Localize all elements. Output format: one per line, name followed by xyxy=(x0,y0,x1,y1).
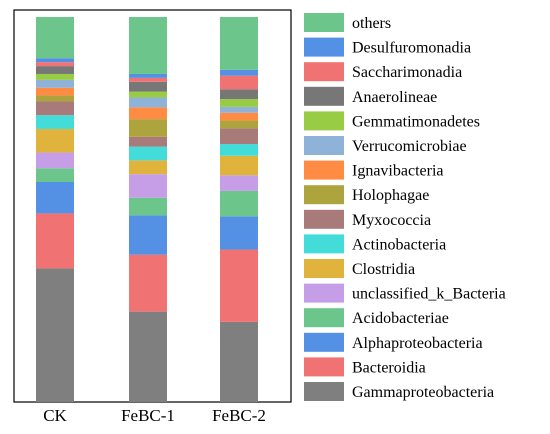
bar-segment-ck-clostridia xyxy=(36,128,74,153)
bar-segment-febc-1-holophagae xyxy=(129,119,167,137)
legend-swatch xyxy=(304,357,344,377)
legend-swatch xyxy=(304,111,344,131)
x-tick-label: FeBC-2 xyxy=(212,406,266,425)
bar-segment-febc-1-bacteroidia xyxy=(129,254,167,312)
legend-label: Saccharimonadia xyxy=(352,64,462,81)
legend-swatch xyxy=(304,234,344,254)
bar-segment-ck-saccharimonadia xyxy=(36,62,74,67)
bar-segment-febc-2-holophagae xyxy=(220,120,258,129)
bar-segment-febc-1-anaerolineae xyxy=(129,81,167,92)
bar-segment-ck-desulfuromonadia xyxy=(36,58,74,63)
legend-swatch xyxy=(304,37,344,57)
legend-swatch xyxy=(304,283,344,303)
legend-label: Verrucomicrobiae xyxy=(352,138,467,155)
bar-segment-febc-1-alphaproteobacteria xyxy=(129,215,167,255)
bar-segment-febc-2-acidobacteriae xyxy=(220,190,258,217)
legend-label: Clostridia xyxy=(352,261,415,278)
bar-segment-febc-1-acidobacteriae xyxy=(129,197,167,216)
bar-segment-ck-verrucomicrobiae xyxy=(36,79,74,88)
bar-segment-febc-2-gemmatimonadetes xyxy=(220,99,258,107)
bar-segment-febc-2-actinobacteria xyxy=(220,144,258,156)
x-tick-label: FeBC-1 xyxy=(121,406,175,425)
bar-segment-febc-1-verrucomicrobiae xyxy=(129,97,167,108)
legend-label: Myxococcia xyxy=(352,212,431,229)
bar-segment-febc-2-saccharimonadia xyxy=(220,75,258,90)
legend-label: Holophagae xyxy=(352,187,429,204)
bar-segment-ck-others xyxy=(36,17,74,59)
legend-swatch xyxy=(304,185,344,205)
bar-segment-febc-2-desulfuromonadia xyxy=(220,69,258,76)
bar-segment-febc-2-anaerolineae xyxy=(220,89,258,100)
legend-label: unclassified_k_Bacteria xyxy=(352,286,506,303)
legend-label: Bacteroidia xyxy=(352,359,426,376)
bar-segment-ck-alphaproteobacteria xyxy=(36,182,74,214)
legend-swatch xyxy=(304,259,344,278)
legend: others Desulfuromonadia Saccharimonadia Ana… xyxy=(304,13,506,401)
x-tick-label: CK xyxy=(43,406,67,425)
bar-segment-febc-1-clostridia xyxy=(129,160,167,175)
x-axis-ticks: CK FeBC-1 FeBC-2 xyxy=(43,406,266,425)
legend-swatch xyxy=(304,136,344,155)
bar-segment-febc-1-ignavibacteria xyxy=(129,107,167,120)
bar-stacks xyxy=(36,17,258,402)
bar-segment-ck-ignavibacteria xyxy=(36,87,74,96)
bar-segment-ck-anaerolineae xyxy=(36,66,74,74)
bar-segment-febc-1-unclassified-k-bacteria xyxy=(129,174,167,198)
legend-swatch xyxy=(304,332,344,352)
legend-label: Alphaproteobacteria xyxy=(352,335,483,352)
legend-label: others xyxy=(352,15,391,32)
legend-swatch xyxy=(304,308,344,328)
bar-segment-febc-2-clostridia xyxy=(220,155,258,176)
legend-label: Ignavibacteria xyxy=(352,163,444,180)
bar-segment-ck-unclassified-k-bacteria xyxy=(36,152,74,169)
legend-label: Actinobacteria xyxy=(352,236,446,253)
bar-segment-febc-1-myxococcia xyxy=(129,136,167,147)
legend-swatch xyxy=(304,86,344,106)
bar-segment-febc-1-others xyxy=(129,17,167,74)
bar-segment-febc-1-gammaproteobacteria xyxy=(129,311,167,402)
bar-segment-ck-myxococcia xyxy=(36,101,74,116)
bar-segment-febc-2-bacteroidia xyxy=(220,249,258,322)
bar-segment-febc-1-gemmatimonadetes xyxy=(129,91,167,98)
bar-segment-ck-gammaproteobacteria xyxy=(36,268,74,402)
bar-segment-ck-actinobacteria xyxy=(36,115,74,129)
bar-segment-febc-2-myxococcia xyxy=(220,128,258,145)
bar-segment-febc-2-verrucomicrobiae xyxy=(220,106,258,113)
bar-segment-ck-acidobacteriae xyxy=(36,168,74,182)
bar-segment-febc-1-actinobacteria xyxy=(129,146,167,161)
legend-swatch xyxy=(304,382,344,401)
bar-segment-ck-gemmatimonadetes xyxy=(36,73,74,80)
bar-segment-febc-2-others xyxy=(220,17,258,70)
legend-swatch xyxy=(304,209,344,229)
legend-label: Desulfuromonadia xyxy=(352,40,471,57)
bar-segment-ck-holophagae xyxy=(36,95,74,102)
bar-segment-febc-1-saccharimonadia xyxy=(129,77,167,82)
legend-swatch xyxy=(304,160,344,180)
bar-segment-febc-2-unclassified-k-bacteria xyxy=(220,175,258,191)
bar-segment-febc-2-gammaproteobacteria xyxy=(220,321,258,402)
bar-segment-febc-2-ignavibacteria xyxy=(220,112,258,121)
bar-segment-ck-bacteroidia xyxy=(36,213,74,269)
legend-label: Gammaproteobacteria xyxy=(352,384,494,401)
legend-label: Acidobacteriae xyxy=(352,310,449,327)
legend-swatch xyxy=(304,13,344,32)
legend-swatch xyxy=(304,62,344,82)
bar-segment-febc-1-desulfuromonadia xyxy=(129,73,167,78)
legend-label: Gemmatimonadetes xyxy=(352,113,480,130)
legend-label: Anaerolineae xyxy=(352,89,437,106)
bar-segment-febc-2-alphaproteobacteria xyxy=(220,216,258,250)
